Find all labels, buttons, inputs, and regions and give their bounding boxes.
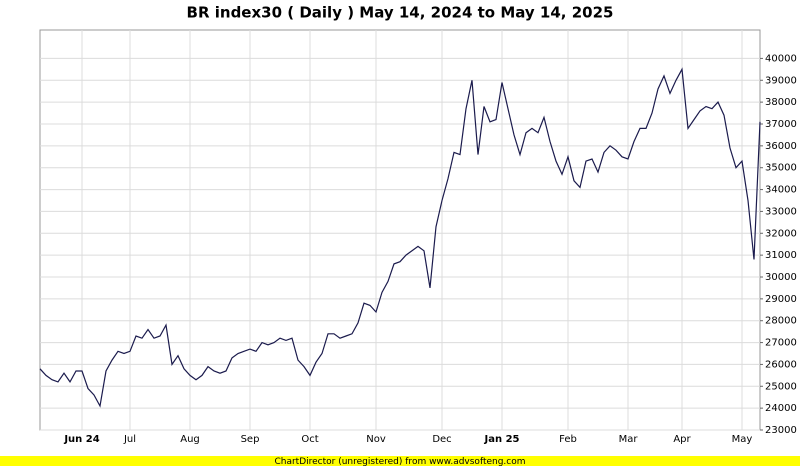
- labels: 23000 24000 25000 26000 27000 28000 29000 30000…: [63, 53, 796, 445]
- y-tick-label: 33000: [765, 206, 797, 217]
- y-tick-label: 28000: [765, 316, 797, 327]
- y-tick-label: 23000: [765, 425, 797, 436]
- x-tick-label: Jun 24: [63, 434, 99, 445]
- y-tick-label: 31000: [765, 250, 797, 261]
- y-tick-label: 35000: [765, 163, 797, 174]
- y-tick-label: 40000: [765, 53, 797, 64]
- plot-area: [39, 29, 761, 431]
- x-tick-label: Apr: [673, 434, 691, 445]
- x-tick-label: Dec: [432, 434, 451, 445]
- x-tick-label: Jan 25: [484, 434, 520, 445]
- y-tick-label: 34000: [765, 185, 797, 196]
- y-tick-label: 32000: [765, 228, 797, 239]
- y-tick-label: 38000: [765, 97, 797, 108]
- line: [39, 67, 761, 408]
- x-tick-label: May: [732, 434, 753, 445]
- y-tick-label: 25000: [765, 381, 797, 392]
- footer: ChartDirector (unregistered) from www.ad…: [274, 457, 525, 466]
- y-tick-label: 27000: [765, 338, 797, 349]
- grid: [40, 30, 763, 431]
- footer-bar: [0, 456, 800, 466]
- y-tick-label: 30000: [765, 272, 797, 283]
- y-tick-label: 36000: [765, 141, 797, 152]
- x-tick-label: Mar: [619, 434, 639, 445]
- y-tick-label: 24000: [765, 403, 797, 414]
- x-tick-label: Jul: [123, 434, 136, 445]
- y-tick-label: 26000: [765, 359, 797, 370]
- y-tick-label: 37000: [765, 119, 797, 130]
- x-tick-label: Nov: [366, 434, 386, 445]
- x-tick-label: Feb: [559, 434, 577, 445]
- x-tick-label: Aug: [180, 434, 200, 445]
- y-tick-label: 29000: [765, 294, 797, 305]
- x-tick-label: Oct: [301, 434, 318, 445]
- y-tick-label: 39000: [765, 75, 797, 86]
- x-tick-label: Sep: [241, 434, 260, 445]
- chart-title: BR index30 ( Daily ) May 14, 2024 to May…: [187, 4, 614, 22]
